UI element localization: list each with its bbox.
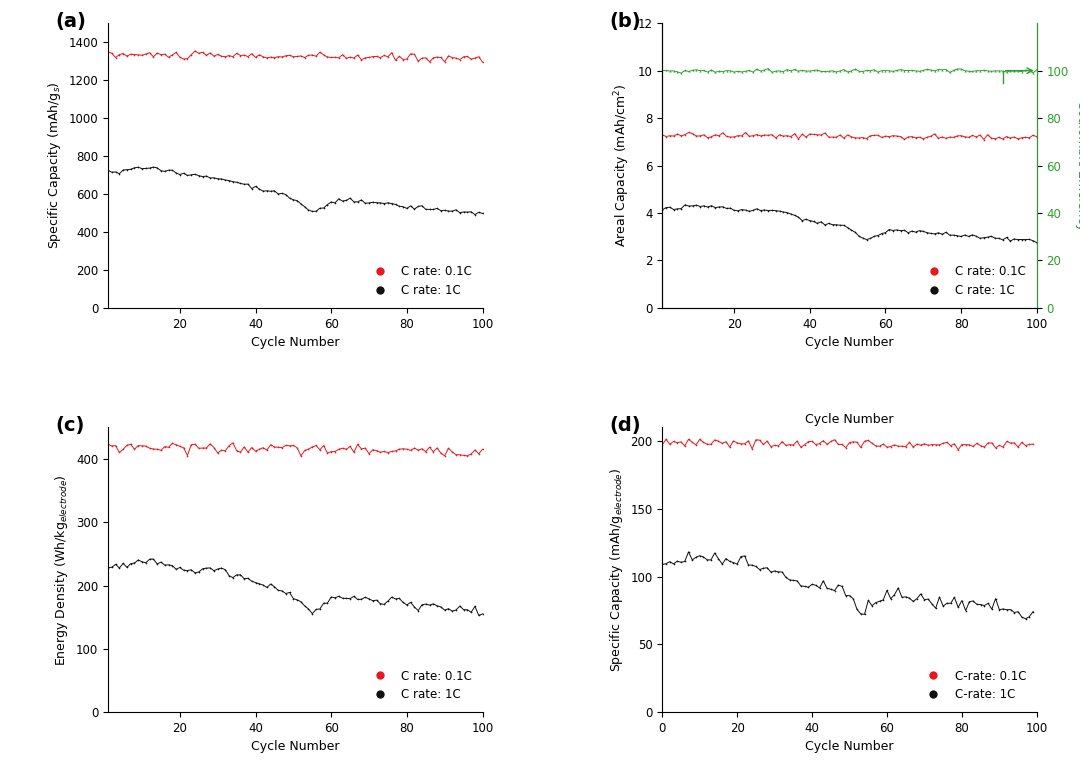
Text: (c): (c) bbox=[55, 416, 85, 435]
X-axis label: Cycle Number: Cycle Number bbox=[251, 741, 339, 753]
Text: (a): (a) bbox=[55, 12, 86, 31]
Legend: C rate: 0.1C, C rate: 1C: C rate: 0.1C, C rate: 1C bbox=[918, 261, 1031, 302]
Y-axis label: Coulombic Efficiency: Coulombic Efficiency bbox=[1076, 100, 1080, 231]
Y-axis label: Areal Capacity (mAh/cm$^2$): Areal Capacity (mAh/cm$^2$) bbox=[612, 84, 632, 248]
Y-axis label: Energy Density (Wh/kg$_{electrode}$): Energy Density (Wh/kg$_{electrode}$) bbox=[54, 474, 70, 666]
X-axis label: Cycle Number: Cycle Number bbox=[806, 336, 894, 349]
Text: (b): (b) bbox=[610, 12, 642, 31]
Legend: C rate: 0.1C, C rate: 1C: C rate: 0.1C, C rate: 1C bbox=[363, 665, 476, 706]
Legend: C-rate: 0.1C, C-rate: 1C: C-rate: 0.1C, C-rate: 1C bbox=[917, 665, 1031, 706]
Legend: C rate: 0.1C, C rate: 1C: C rate: 0.1C, C rate: 1C bbox=[363, 261, 476, 302]
Y-axis label: Specific Capacity (mAh/g$_{electrode}$): Specific Capacity (mAh/g$_{electrode}$) bbox=[608, 467, 624, 672]
Title: Cycle Number: Cycle Number bbox=[806, 413, 894, 426]
X-axis label: Cycle Number: Cycle Number bbox=[806, 741, 894, 753]
Y-axis label: Specific Capacity (mAh/g$_s$): Specific Capacity (mAh/g$_s$) bbox=[46, 82, 63, 249]
X-axis label: Cycle Number: Cycle Number bbox=[251, 336, 339, 349]
Text: (d): (d) bbox=[610, 416, 642, 435]
